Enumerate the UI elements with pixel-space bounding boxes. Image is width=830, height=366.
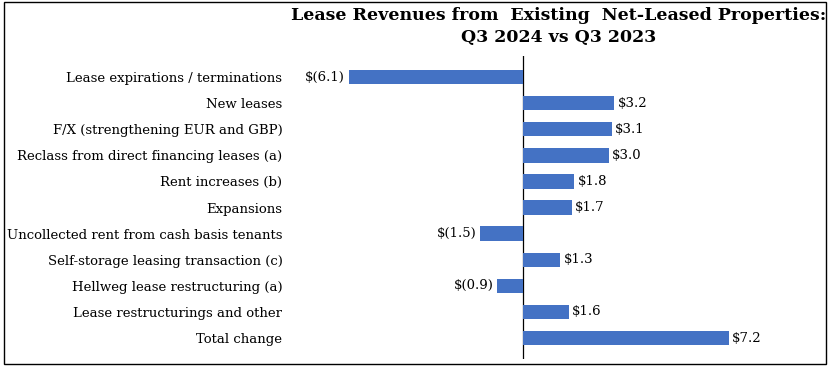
Bar: [523, 122, 612, 137]
Text: $3.2: $3.2: [618, 97, 647, 109]
Text: $1.3: $1.3: [564, 253, 593, 266]
Text: $7.2: $7.2: [732, 332, 762, 345]
Text: $1.7: $1.7: [575, 201, 604, 214]
Bar: [523, 200, 572, 215]
Text: $(1.5): $(1.5): [437, 227, 476, 240]
Text: $3.0: $3.0: [612, 149, 642, 162]
Bar: [523, 174, 574, 188]
Bar: [523, 305, 569, 319]
Text: $3.1: $3.1: [615, 123, 645, 136]
Text: $(6.1): $(6.1): [305, 71, 345, 83]
Text: $(0.9): $(0.9): [454, 279, 494, 292]
Bar: [349, 70, 523, 84]
Text: $1.8: $1.8: [578, 175, 608, 188]
Bar: [497, 279, 523, 293]
Bar: [523, 253, 560, 267]
Bar: [523, 331, 729, 345]
Text: $1.6: $1.6: [572, 306, 602, 318]
Title: Lease Revenues from  Existing  Net-Leased Properties:
Q3 2024 vs Q3 2023: Lease Revenues from Existing Net-Leased …: [291, 7, 827, 46]
Bar: [523, 148, 608, 163]
Bar: [523, 96, 614, 110]
Bar: [480, 227, 523, 241]
